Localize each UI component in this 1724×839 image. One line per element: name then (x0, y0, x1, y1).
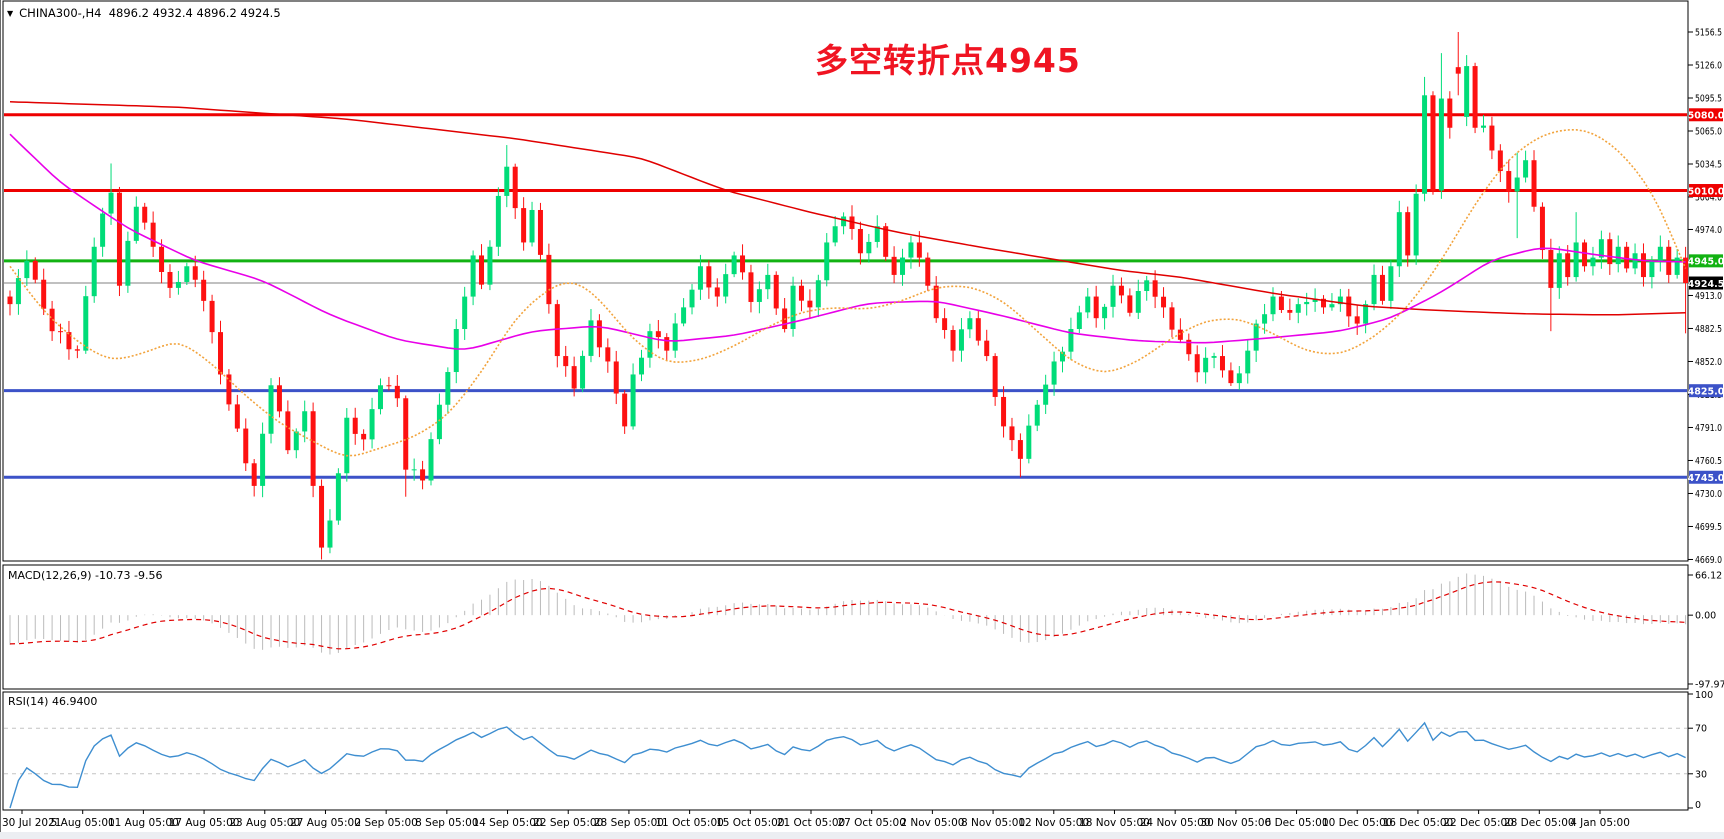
svg-text:24 Nov 05:00: 24 Nov 05:00 (1140, 817, 1211, 829)
price-level-badge-4825.0: 4825.0 (1688, 384, 1724, 397)
candles[interactable] (7, 32, 1689, 560)
horizontal-levels (4, 113, 1687, 479)
svg-text:5095.5: 5095.5 (1695, 94, 1722, 105)
macd-pane[interactable] (9, 573, 1687, 655)
svg-text:4825.0: 4825.0 (1688, 386, 1724, 397)
svg-text:4791.0: 4791.0 (1695, 423, 1722, 434)
svg-text:5065.0: 5065.0 (1695, 127, 1722, 138)
macd-indicator-label: MACD(12,26,9) -10.73 -9.56 (8, 569, 163, 582)
svg-text:2 Nov 05:00: 2 Nov 05:00 (900, 817, 964, 829)
chart-dropdown-icon[interactable]: ▼ (7, 9, 14, 18)
price-level-badge-5010.0: 5010.0 (1688, 184, 1724, 197)
price-level-badge-4924.5: 4924.5 (1688, 276, 1724, 290)
macd-axis[interactable]: 66.12 0.00 -97.97 (1688, 571, 1724, 691)
svg-text:4669.0: 4669.0 (1695, 555, 1722, 566)
svg-text:22 Dec 05:00: 22 Dec 05:00 (1443, 817, 1514, 829)
price-level-badge-4745.0: 4745.0 (1688, 470, 1724, 484)
svg-text:30: 30 (1695, 769, 1707, 780)
slow-ma-line (9, 101, 1686, 316)
svg-text:8 Nov 05:00: 8 Nov 05:00 (961, 817, 1025, 829)
svg-text:5080.0: 5080.0 (1688, 111, 1724, 122)
fast-ma-line (9, 128, 1687, 457)
svg-text:5126.0: 5126.0 (1695, 61, 1722, 72)
rsi-indicator-label: RSI(14) 46.9400 (8, 695, 98, 708)
svg-text:4882.5: 4882.5 (1695, 324, 1722, 335)
svg-text:70: 70 (1695, 724, 1707, 735)
svg-text:14 Sep 05:00: 14 Sep 05:00 (472, 817, 542, 829)
svg-text:30 Nov 05:00: 30 Nov 05:00 (1200, 817, 1271, 829)
svg-text:100: 100 (1695, 690, 1713, 701)
svg-text:12 Nov 05:00: 12 Nov 05:00 (1018, 817, 1089, 829)
svg-text:15 Oct 05:00: 15 Oct 05:00 (716, 817, 784, 829)
svg-text:28 Sep 05:00: 28 Sep 05:00 (594, 817, 664, 829)
symbol-timeframe: CHINA300-,H4 (19, 6, 102, 20)
svg-text:18 Nov 05:00: 18 Nov 05:00 (1079, 817, 1150, 829)
svg-text:5010.0: 5010.0 (1688, 186, 1724, 197)
chart-title: ▼ CHINA300-,H4 4896.2 4932.4 4896.2 4924.… (7, 6, 281, 20)
svg-text:30 Jul 2021: 30 Jul 2021 (2, 817, 61, 829)
svg-text:23 Aug 05:00: 23 Aug 05:00 (229, 817, 300, 829)
svg-text:16 Dec 05:00: 16 Dec 05:00 (1383, 817, 1454, 829)
svg-text:8 Sep 05:00: 8 Sep 05:00 (415, 817, 478, 829)
svg-text:4 Jan 05:00: 4 Jan 05:00 (1570, 817, 1630, 829)
svg-text:4760.5: 4760.5 (1695, 456, 1722, 467)
svg-text:4913.0: 4913.0 (1695, 291, 1722, 302)
svg-text:4745.0: 4745.0 (1688, 473, 1724, 484)
svg-text:5156.5: 5156.5 (1695, 28, 1722, 39)
svg-text:0: 0 (1695, 800, 1701, 811)
svg-text:4924.5: 4924.5 (1688, 279, 1724, 290)
svg-text:11 Oct 05:00: 11 Oct 05:00 (655, 817, 723, 829)
svg-text:4945.0: 4945.0 (1688, 257, 1724, 268)
svg-text:5004.0: 5004.0 (1695, 193, 1722, 204)
rsi-pane[interactable] (4, 721, 1687, 809)
ohlc-values: 4896.2 4932.4 4896.2 4924.5 (108, 6, 281, 20)
svg-text:6 Dec 05:00: 6 Dec 05:00 (1265, 817, 1329, 829)
svg-text:10 Dec 05:00: 10 Dec 05:00 (1322, 817, 1393, 829)
svg-text:0.00: 0.00 (1695, 611, 1716, 622)
svg-text:17 Aug 05:00: 17 Aug 05:00 (169, 817, 240, 829)
svg-text:4974.0: 4974.0 (1695, 225, 1722, 236)
svg-text:66.12: 66.12 (1695, 571, 1722, 582)
svg-text:4852.0: 4852.0 (1695, 357, 1722, 368)
svg-text:4699.5: 4699.5 (1695, 522, 1722, 533)
svg-text:-97.97: -97.97 (1695, 680, 1724, 691)
rsi-axis[interactable]: 100 70 30 0 (1688, 690, 1713, 811)
svg-text:11 Aug 05:00: 11 Aug 05:00 (108, 817, 179, 829)
svg-text:27 Aug 05:00: 27 Aug 05:00 (290, 817, 361, 829)
svg-text:22 Sep 05:00: 22 Sep 05:00 (533, 817, 603, 829)
price-level-badge-5080.0: 5080.0 (1688, 108, 1724, 122)
svg-text:21 Oct 05:00: 21 Oct 05:00 (777, 817, 845, 829)
svg-text:28 Dec 05:00: 28 Dec 05:00 (1504, 817, 1575, 829)
svg-text:4730.0: 4730.0 (1695, 489, 1722, 500)
price-level-badge-4945.0: 4945.0 (1688, 254, 1724, 268)
svg-text:5034.5: 5034.5 (1695, 160, 1722, 171)
svg-text:2 Sep 05:00: 2 Sep 05:00 (354, 817, 417, 829)
annotation-text: 多空转折点4945 (815, 41, 1081, 80)
svg-text:5 Aug 05:00: 5 Aug 05:00 (51, 817, 115, 829)
price-axis[interactable]: 5156.5 5126.0 5095.5 5065.0 5034.5 5004.0 4974… (1688, 28, 1722, 566)
svg-text:27 Oct 05:00: 27 Oct 05:00 (837, 817, 905, 829)
